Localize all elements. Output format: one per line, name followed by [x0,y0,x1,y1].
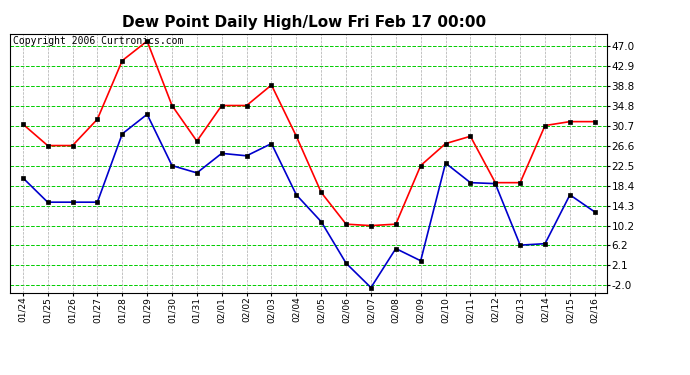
Text: Dew Point Daily High/Low Fri Feb 17 00:00: Dew Point Daily High/Low Fri Feb 17 00:0… [121,15,486,30]
Text: Copyright 2006 Curtronics.com: Copyright 2006 Curtronics.com [13,36,184,46]
